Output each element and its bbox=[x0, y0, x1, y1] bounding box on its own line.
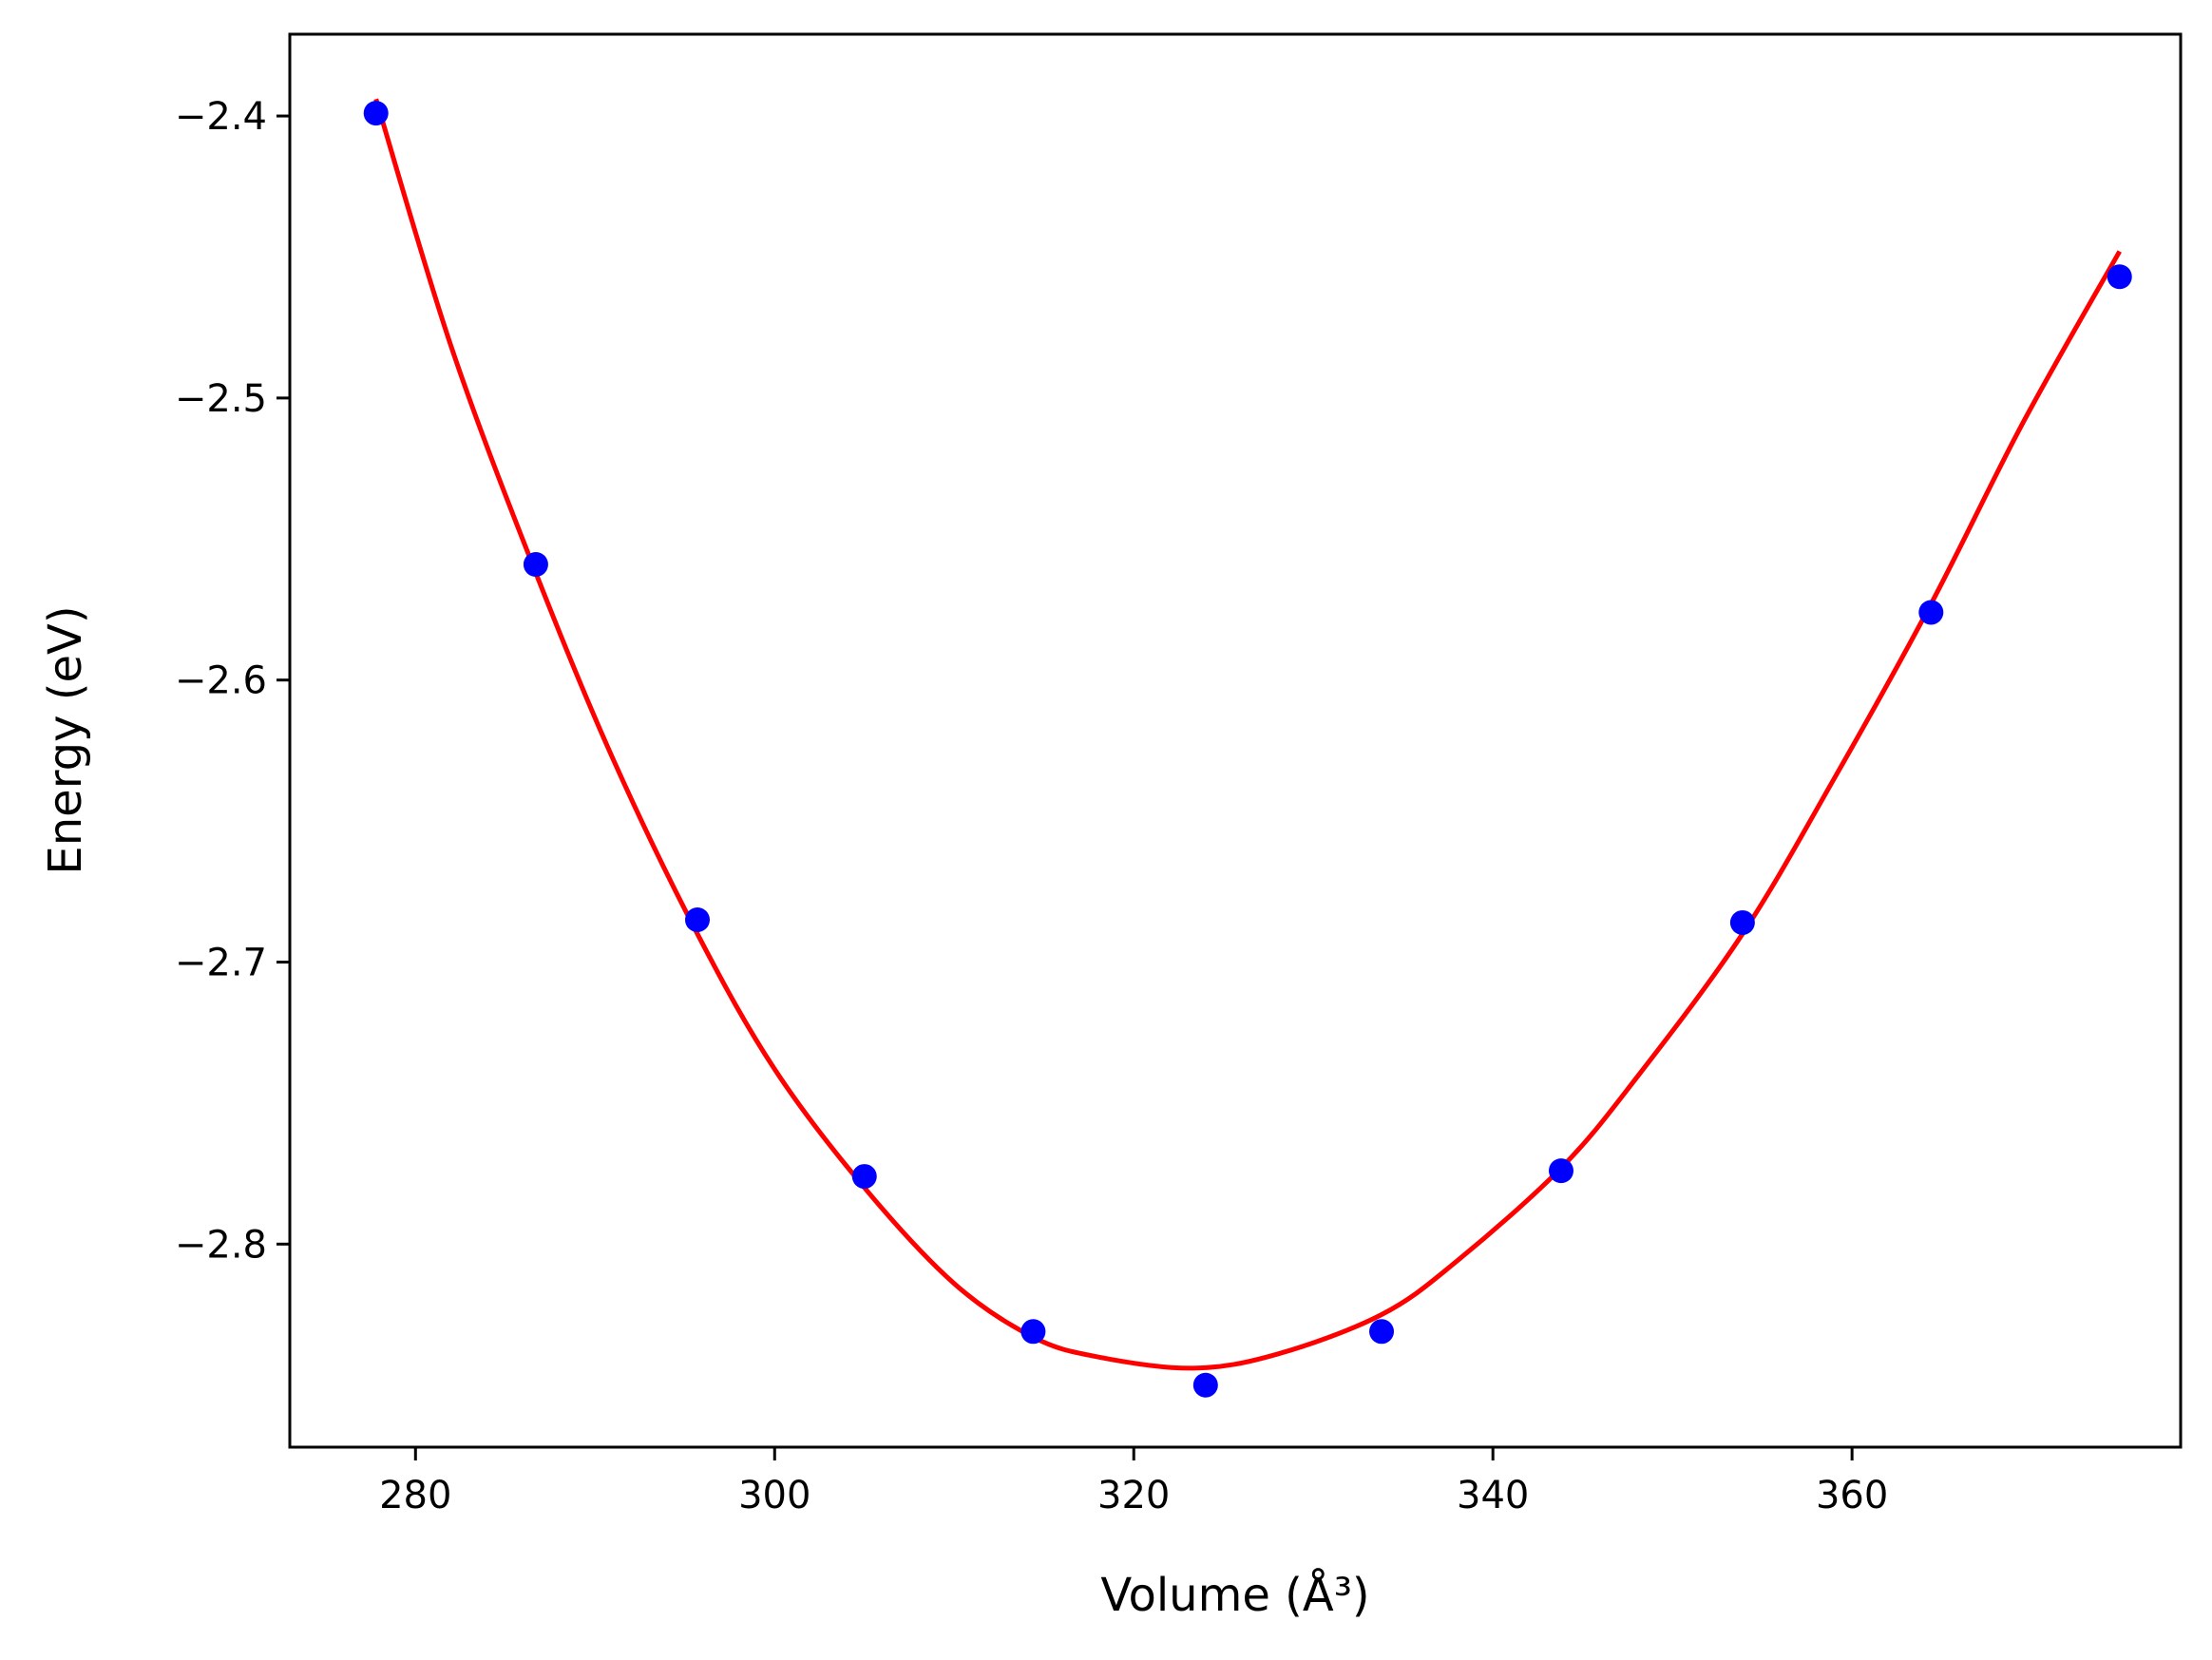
y-tick-label: −2.4 bbox=[175, 95, 267, 139]
y-axis-ticks: −2.4 −2.5 −2.6 −2.7 −2.8 bbox=[175, 95, 290, 1267]
data-point bbox=[1918, 600, 1944, 625]
fit-curve bbox=[373, 98, 2122, 1371]
x-tick-label: 320 bbox=[1097, 1474, 1170, 1517]
y-tick-label: −2.5 bbox=[175, 377, 267, 421]
data-point bbox=[523, 551, 548, 577]
x-tick-label: 340 bbox=[1457, 1474, 1529, 1517]
data-point bbox=[363, 101, 389, 126]
data-point bbox=[684, 906, 710, 932]
x-tick-label: 360 bbox=[1816, 1474, 1888, 1517]
x-tick-label: 300 bbox=[738, 1474, 810, 1517]
y-tick-label: −2.6 bbox=[175, 659, 267, 703]
data-points-layer bbox=[363, 101, 2132, 1398]
y-tick-label: −2.8 bbox=[175, 1223, 267, 1267]
y-tick-label: −2.7 bbox=[175, 941, 267, 984]
data-point bbox=[1369, 1319, 1395, 1345]
y-axis-label: Energy (eV) bbox=[39, 605, 92, 874]
plot-area-frame bbox=[288, 32, 2183, 1449]
data-point bbox=[1192, 1372, 1218, 1398]
x-axis-label: Volume (Å³) bbox=[1100, 1568, 1369, 1622]
data-point bbox=[2107, 264, 2132, 290]
data-point bbox=[1729, 909, 1755, 935]
x-tick-label: 280 bbox=[379, 1474, 451, 1517]
x-axis-ticks: 280 300 320 340 360 bbox=[379, 1447, 1888, 1517]
data-point bbox=[1549, 1158, 1574, 1184]
fit-curve-layer bbox=[373, 98, 2122, 1371]
data-point bbox=[1020, 1319, 1046, 1345]
data-point bbox=[851, 1164, 877, 1190]
